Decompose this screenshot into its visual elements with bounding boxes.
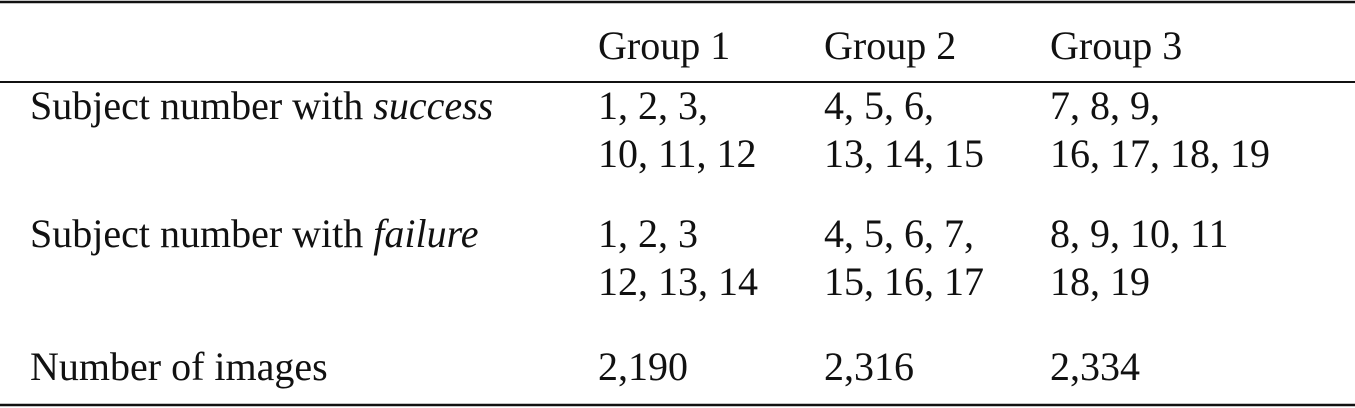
cell-text: 12, 13, 14 — [598, 259, 758, 304]
column-header: Group 1 — [598, 23, 730, 68]
cell-text: 18, 19 — [1050, 259, 1150, 304]
column-header: Group 2 — [824, 23, 956, 68]
cell-text: 16, 17, 18, 19 — [1050, 131, 1270, 176]
row-label-emphasis: failure — [373, 211, 478, 256]
cell-text: 1, 2, 3 — [598, 211, 698, 256]
row-label-text: Subject number with — [30, 211, 363, 256]
row-label: Number of images — [30, 344, 328, 389]
column-header: Group 3 — [1050, 23, 1182, 68]
cell-text: 10, 11, 12 — [598, 131, 757, 176]
cell-text: 7, 8, 9, — [1050, 83, 1160, 128]
cell-text: 2,190 — [598, 344, 688, 389]
cell-text: 2,316 — [824, 344, 914, 389]
cell-text: 8, 9, 10, 11 — [1050, 211, 1229, 256]
row-label-text: Subject number with — [30, 83, 363, 128]
cell-text: 4, 5, 6, — [824, 83, 934, 128]
cell-text: 15, 16, 17 — [824, 259, 984, 304]
cell-text: 2,334 — [1050, 344, 1140, 389]
row-label-emphasis: success — [373, 83, 493, 128]
row-label: Subject number with success — [30, 83, 493, 128]
cell-text: 13, 14, 15 — [824, 131, 984, 176]
cell-text: 1, 2, 3, — [598, 83, 708, 128]
cell-text: 4, 5, 6, 7, — [824, 211, 974, 256]
row-label: Subject number with failure — [30, 211, 478, 256]
row-label-text: Number of images — [30, 344, 328, 389]
